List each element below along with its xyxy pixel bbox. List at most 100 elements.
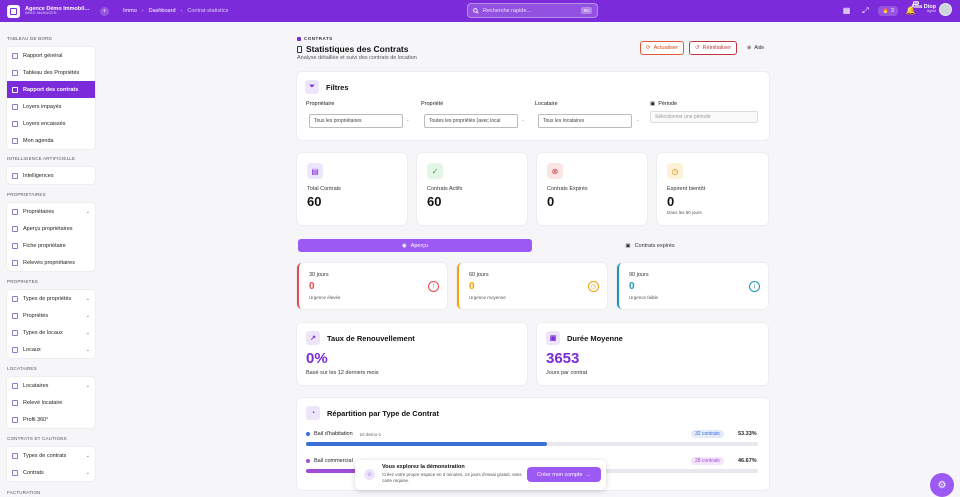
period-label-text: Période [658,101,678,107]
sidebar-item-loyers-encaisses[interactable]: Loyers encaissés [7,115,95,132]
sidebar-item-fiche-proprietaire[interactable]: Fiche propriétaire [7,237,95,254]
property-select[interactable]: Toutes les propriétés (avec local [424,114,518,128]
stat-label: Expirent bientôt [667,186,706,192]
sidebar-item-intelligences[interactable]: Intelligences [7,167,95,184]
reset-button[interactable]: ↺ Réinitialiser [689,41,738,55]
contract-percent: 46.67% [738,458,757,464]
avatar[interactable] [939,3,952,16]
owner-select[interactable]: Tous les propriétaires [309,114,403,128]
streak-button[interactable]: 🔥 3 [878,5,898,16]
breadcrumb-dashboard[interactable]: Dashboard [148,8,176,14]
chevron-down-icon: ⌄ [85,382,90,389]
breadcrumb-current: Contrat-statistics [187,8,229,14]
brand[interactable]: Agence Démo Immobil… IMMO MANAGER [7,4,97,18]
sidebar-item-rapport-contrats[interactable]: Rapport des contrats [7,81,95,98]
refresh-label: Actualiser [653,45,678,51]
urgency-card-60: 60 jours 0 Urgence moyenne ◷ [457,263,607,309]
trend-icon: ↗ [306,331,320,345]
settings-fab[interactable]: ⚙ [930,473,954,497]
duration-title-text: Durée Moyenne [567,333,623,343]
group-contrats: Types de contrats ⌄ Contrats ⌄ [7,447,95,481]
notifications-button[interactable]: 🔔 62 [904,1,919,17]
tab-contrats-expires[interactable]: ▣ Contrats expirés [532,239,768,252]
x-circle-icon: ⊗ [547,163,563,179]
sidebar-item-proprietaires[interactable]: Propriétaires ⌄ [7,203,95,220]
refresh-button[interactable]: ⟳ Actualiser [640,41,684,55]
contract-count-badge: 28 contrats [691,457,724,465]
check-icon [12,120,18,127]
property-label: Propriété [421,101,444,107]
clock-icon: ◷ [667,163,683,179]
page-subtitle: Analyse détaillée et suivi des contrats … [297,55,417,61]
calendar-icon [12,137,18,144]
sidebar-item-agenda[interactable]: Mon agenda [7,132,95,149]
contract-type-name: Bail commercial [314,458,353,464]
urgency-days: 60 jours [469,272,489,278]
sidebar-item-locataires[interactable]: Locataires ⌄ [7,377,95,394]
create-account-button[interactable]: Créer mon compte → [527,467,601,482]
sidebar-item-releves-proprietaires[interactable]: Relevés propriétaires [7,254,95,271]
breadcrumb-separator-icon: › [141,8,144,14]
group-proprietaires: Propriétaires ⌄ Aperçu propriétaires Fich… [7,203,95,271]
document-icon [12,469,18,476]
sidebar-item-releve-locataire[interactable]: Relevé locataire [7,394,95,411]
tenant-label: Locataire [535,101,558,107]
urgency-value: 0 [469,281,475,292]
calendar-icon: ▣ [546,331,560,345]
chart-icon [12,242,18,249]
sidebar-item-proprietes[interactable]: Propriétés ⌄ [7,307,95,324]
sidebar-item-contrats[interactable]: Contrats ⌄ [7,464,95,481]
grid-icon[interactable]: ▦ [842,6,851,15]
sidebar-item-tableau-proprietes[interactable]: Tableau des Propriétés [7,64,95,81]
breadcrumb-immo[interactable]: Immo [123,8,137,14]
create-account-label: Créer mon compte [536,471,583,478]
check-circle-icon: ✓ [427,163,443,179]
profile-icon [12,416,18,423]
document-icon [12,86,18,93]
sidebar-item-rapport-general[interactable]: Rapport général [7,47,95,64]
calendar-icon: ▣ [650,101,656,107]
renewal-value: 0% [306,350,328,367]
tab-apercu[interactable]: ◉ Aperçu [298,239,532,252]
file-icon [12,399,18,406]
duration-caption: Jours par contrat [546,370,588,376]
sidebar-item-locaux[interactable]: Locaux ⌄ [7,341,95,358]
demo-banner: ☆ Vous explorez la démonstration Créez v… [355,460,606,490]
users-icon [12,208,18,215]
renewal-card: ↗ Taux de Renouvellement 0% Basé sur les… [297,323,527,385]
help-button[interactable]: ⊕ Aide [742,41,769,55]
search-input[interactable]: Recherche rapide... ⌘K [467,3,598,18]
urgency-days: 30 jours [309,272,329,278]
sidebar-item-types-contrats[interactable]: Types de contrats ⌄ [7,447,95,464]
sidebar-item-types-locaux[interactable]: Types de locaux ⌄ [7,324,95,341]
tenant-select[interactable]: Tous les locataires [538,114,632,128]
period-input[interactable]: Sélectionner une période [650,111,758,123]
sidebar-item-label: Loyers impayés [23,103,62,110]
fullscreen-icon[interactable]: ⤢ [862,5,869,15]
series-dot [306,459,310,463]
sidebar-item-apercu-proprietaires[interactable]: Aperçu propriétaires [7,220,95,237]
user-menu[interactable]: Awa Diop Agent [911,4,936,14]
pie-chart-icon: ◔ [306,406,320,420]
contract-percent: 53.33% [738,431,757,437]
sidebar-item-types-proprietes[interactable]: Types de propriétés ⌄ [7,290,95,307]
building-icon [12,312,18,319]
top-bar: Agence Démo Immobil… IMMO MANAGER + Immo… [0,0,960,22]
warning-icon [12,103,18,110]
sidebar-item-label: Tableau des Propriétés [23,69,80,76]
renewal-caption: Basé sur les 12 derniers mois [306,370,379,376]
group-proprietes: Types de propriétés ⌄ Propriétés ⌄ Types d… [7,290,95,358]
sidebar-item-label: Propriétaires [23,208,55,215]
page-title-text: Statistiques des Contrats [306,44,409,54]
add-agency-icon[interactable]: + [100,6,109,16]
sidebar-item-label: Types de locaux [23,329,63,336]
contract-type-code: tct-demo-1 [359,431,382,437]
stat-card-active: ✓ Contrats Actifs 60 [417,153,527,225]
demo-banner-title: Vous explorez la démonstration [382,464,465,470]
sidebar-item-label: Propriétés [23,312,49,319]
urgency-level: Urgence faible [629,295,659,300]
sidebar-item-loyers-impayes[interactable]: Loyers impayés [7,98,95,115]
sidebar-item-profil-360[interactable]: Profil 360° [7,411,95,428]
document-icon: ▤ [307,163,323,179]
sidebar-item-label: Relevés propriétaires [23,259,75,266]
